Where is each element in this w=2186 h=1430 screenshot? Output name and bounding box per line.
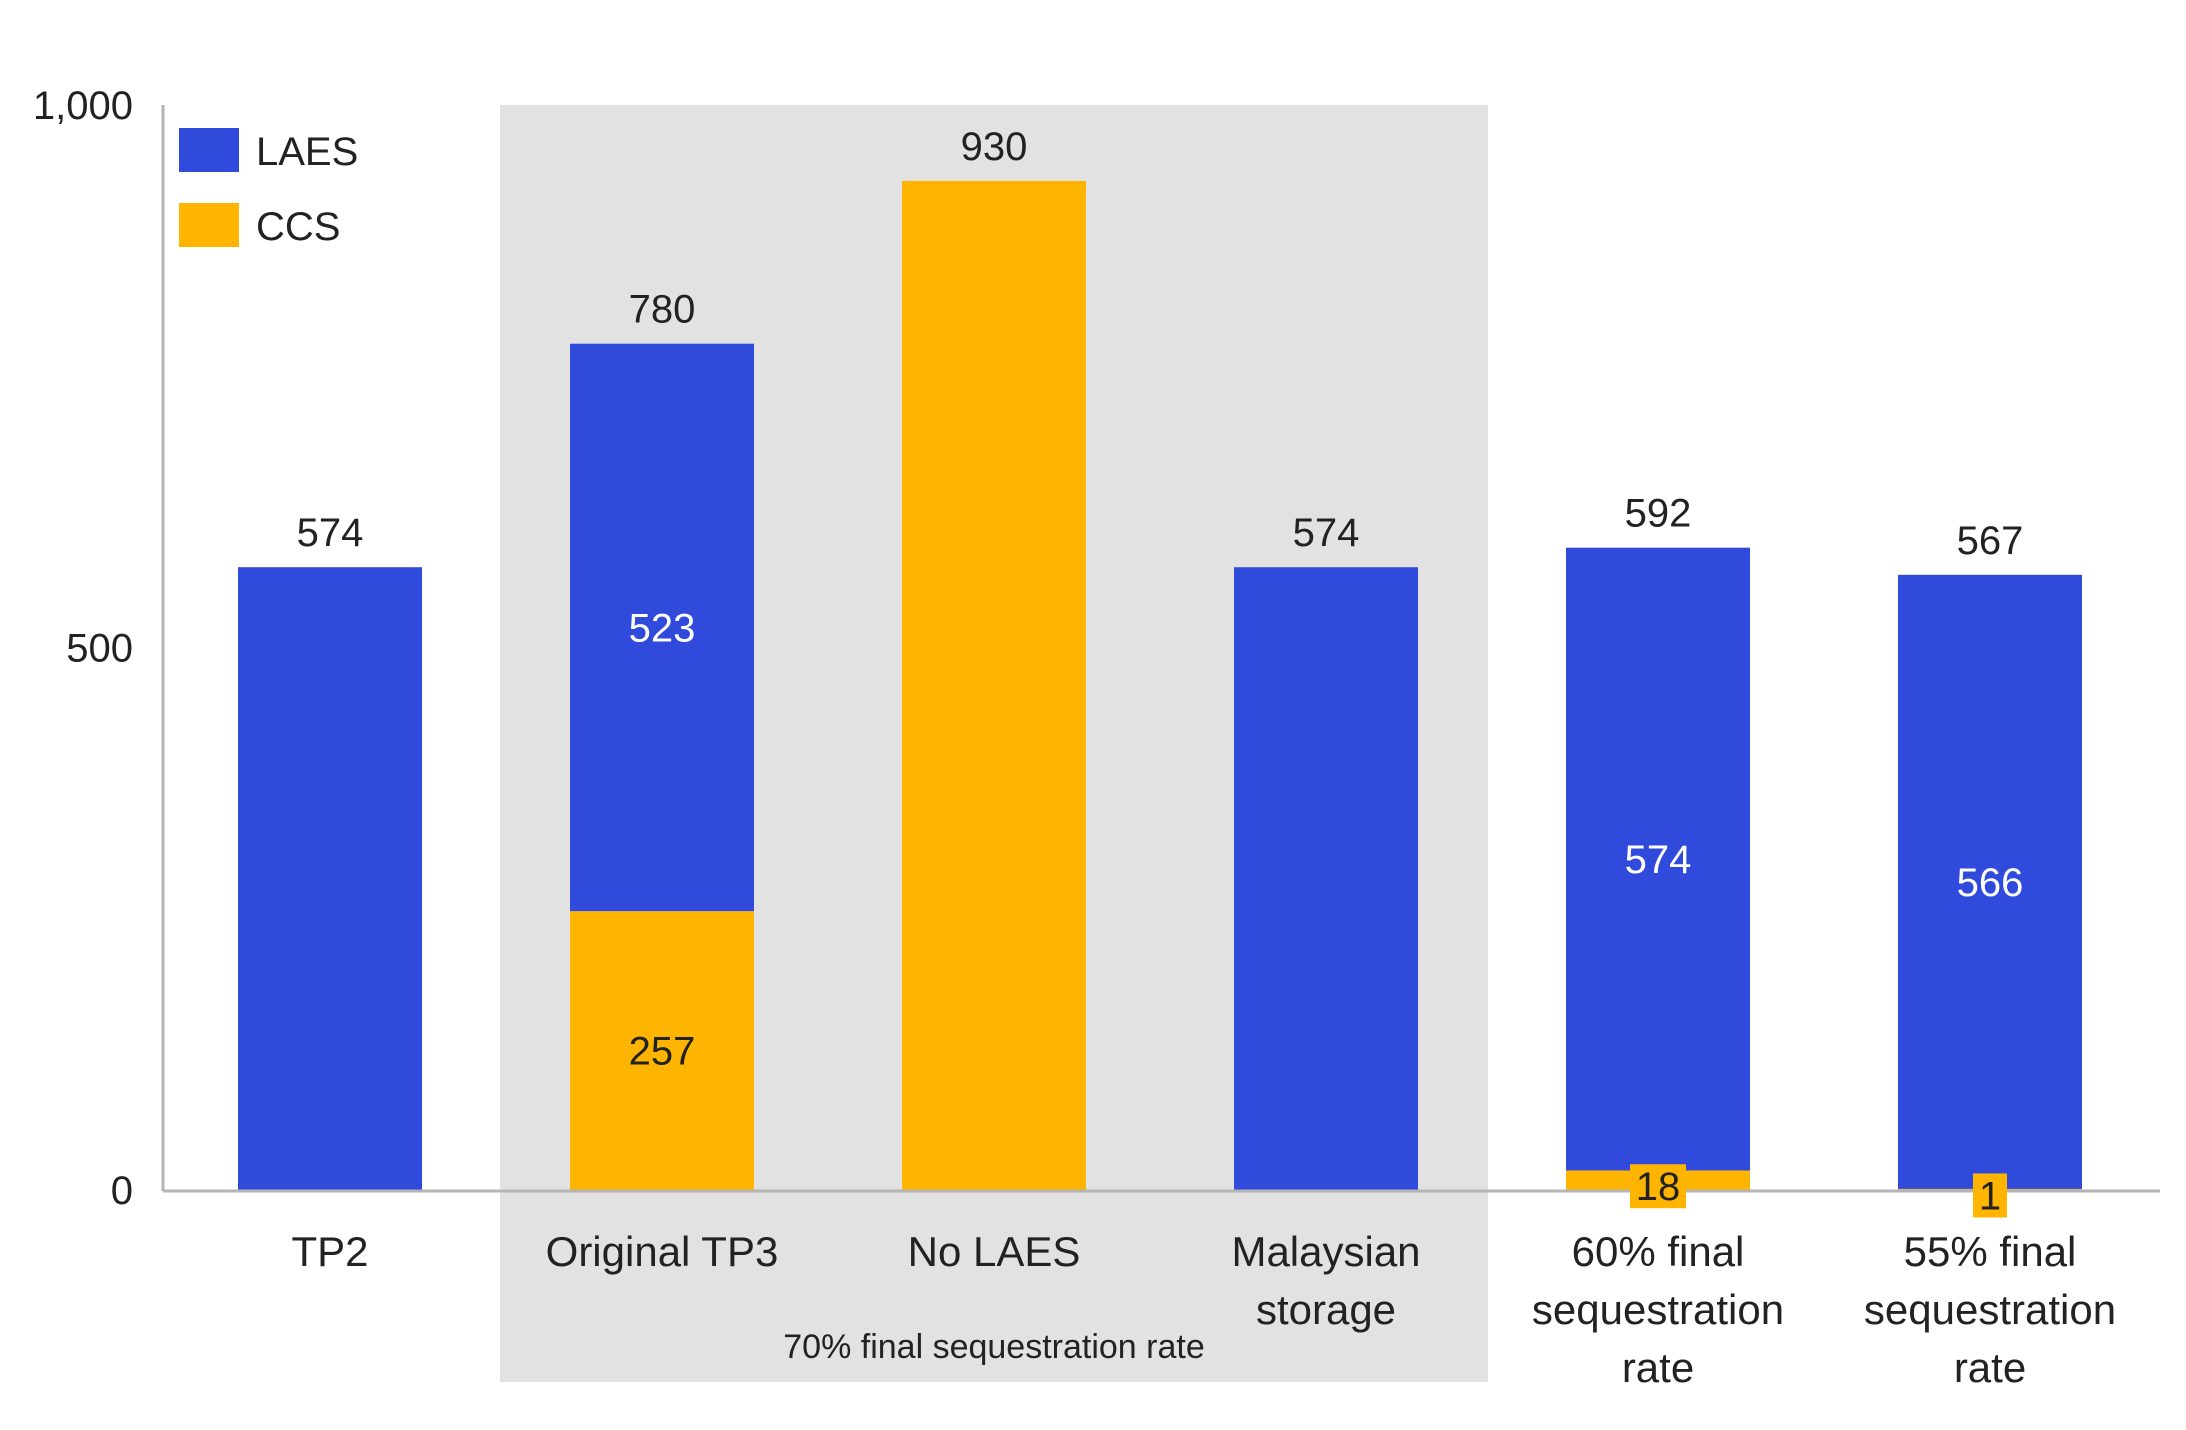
group-annotation-label: 70% final sequestration rate [783, 1328, 1204, 1366]
segment-label: 18 [1636, 1165, 1681, 1209]
total-label: 930 [961, 125, 1028, 169]
bar-ccs-1 [570, 911, 754, 1190]
total-label: 574 [297, 511, 364, 555]
bars-layer [238, 180, 2082, 1190]
x-tick-label: 55% final sequestration rate [1864, 1228, 2116, 1391]
legend-label-laes: LAES [256, 130, 358, 174]
x-tick-label: TP2 [291, 1228, 368, 1275]
total-label: 780 [629, 288, 696, 332]
bar-laes-4 [1566, 547, 1750, 1171]
x-tick-label: Malaysian storage [1231, 1228, 1420, 1333]
segment-label: 523 [629, 606, 696, 650]
bar-laes-5 [1898, 574, 2082, 1189]
segment-label: 566 [1957, 861, 2024, 905]
total-label: 592 [1625, 492, 1692, 536]
segment-label-box [1973, 1173, 2007, 1218]
labels-layer: 574 780 930 574 592 567 257 523 18 574 1 566 [297, 125, 2024, 1219]
legend-swatch-ccs [179, 203, 239, 247]
y-tick-label: 0 [111, 1169, 133, 1213]
y-tick-label: 500 [66, 627, 133, 671]
segment-label: 574 [1625, 838, 1692, 882]
bar-laes-3 [1234, 567, 1418, 1190]
segment-label: 1 [1979, 1174, 2001, 1218]
bar-ccs-2 [902, 180, 1086, 1190]
total-label: 574 [1293, 511, 1360, 555]
bar-laes-0 [238, 567, 422, 1190]
axes-layer: 0 500 1,000 TP2 Original TP3 No LAES Malaysian… [33, 84, 2160, 1391]
bar-laes-1 [570, 343, 754, 912]
x-tick-label: No LAES [908, 1228, 1081, 1275]
x-tick-label: 60% final sequestration rate [1532, 1228, 1784, 1391]
total-label: 567 [1957, 519, 2024, 563]
legend: LAES CCS [179, 128, 358, 249]
y-tick-label: 1,000 [33, 84, 133, 128]
x-tick-label: Original TP3 [546, 1228, 779, 1275]
legend-label-ccs: CCS [256, 205, 340, 249]
legend-swatch-laes [179, 128, 239, 172]
segment-label-box [1630, 1164, 1686, 1209]
segment-label: 257 [629, 1030, 696, 1074]
